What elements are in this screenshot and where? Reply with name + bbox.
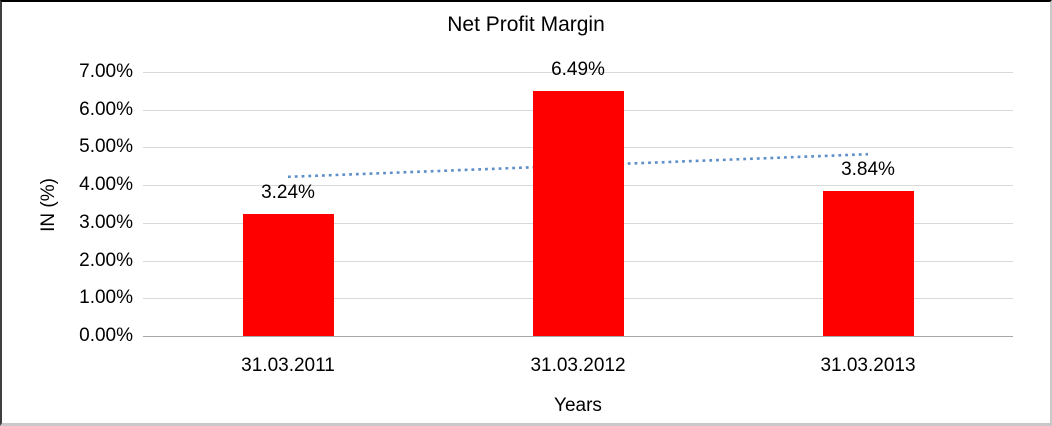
category-label: 31.03.2012 bbox=[530, 355, 626, 376]
category-label: 31.03.2013 bbox=[820, 355, 916, 376]
data-label: 6.49% bbox=[551, 59, 605, 80]
data-label: 3.84% bbox=[841, 159, 895, 180]
bar-31-03-2011 bbox=[243, 214, 334, 336]
chart-title: Net Profit Margin bbox=[447, 13, 605, 36]
y-tick-label: 6.00% bbox=[79, 99, 133, 120]
y-tick-label: 7.00% bbox=[79, 61, 133, 82]
y-tick-label: 2.00% bbox=[79, 250, 133, 271]
y-tick-label: 0.00% bbox=[79, 325, 133, 346]
gridline bbox=[143, 72, 1013, 73]
bar-31-03-2012 bbox=[533, 91, 624, 336]
y-tick-label: 5.00% bbox=[79, 136, 133, 157]
x-axis-title: Years bbox=[554, 395, 602, 416]
y-tick-label: 1.00% bbox=[79, 287, 133, 308]
plot-area: 3.24% 6.49% 3.84% bbox=[143, 59, 1013, 337]
data-label: 3.24% bbox=[261, 182, 315, 203]
x-axis-line bbox=[143, 336, 1013, 337]
bar-31-03-2013 bbox=[823, 191, 914, 336]
y-tick-label: 3.00% bbox=[79, 212, 133, 233]
category-label: 31.03.2011 bbox=[241, 355, 335, 376]
y-tick-label: 4.00% bbox=[79, 174, 133, 195]
trendline bbox=[287, 152, 869, 179]
